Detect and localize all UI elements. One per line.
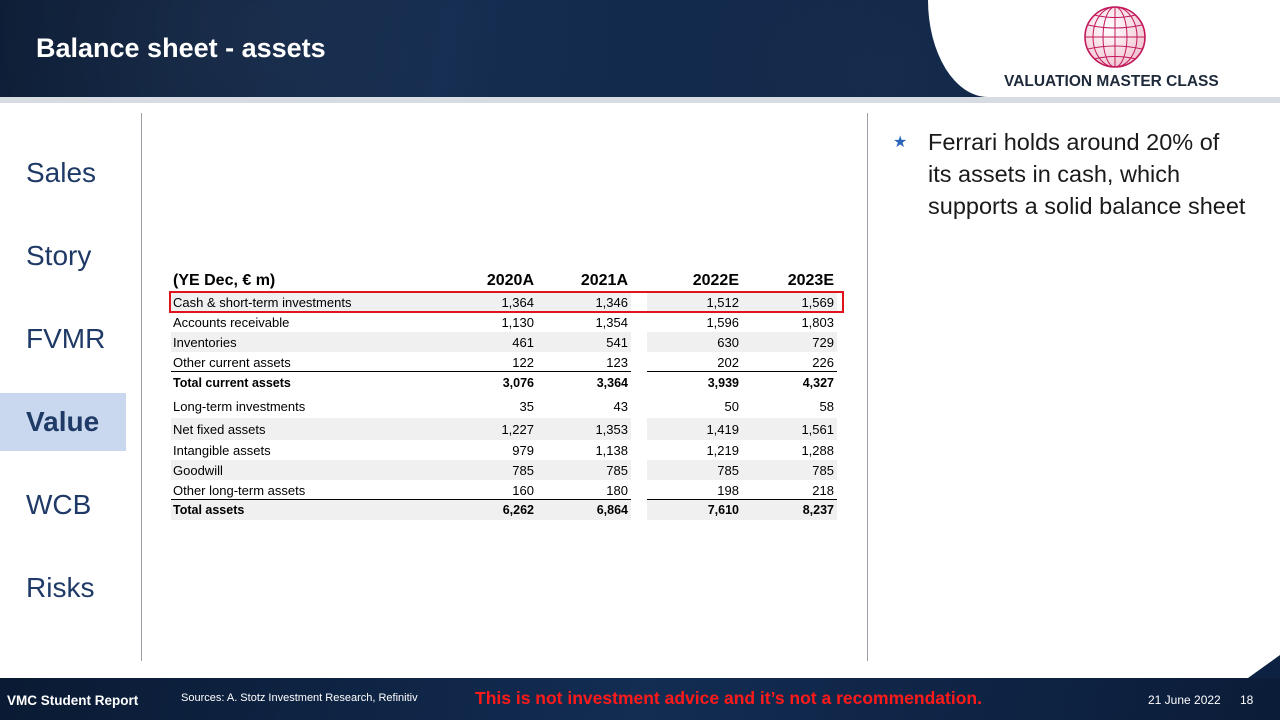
row-value: 785	[812, 462, 834, 478]
col-header: 2023E	[787, 272, 834, 289]
row-value: 979	[512, 442, 534, 458]
row-value: 6,262	[502, 503, 534, 517]
row-value: 1,596	[706, 314, 739, 330]
row-value: 1,227	[501, 421, 534, 437]
commentary-text: Ferrari holds around 20% of its assets i…	[928, 129, 1246, 219]
row-value: 3,364	[596, 376, 628, 390]
row-value: 1,346	[595, 294, 628, 310]
row-value: 43	[613, 398, 628, 414]
row-label: Total assets	[173, 503, 245, 517]
row-label: Cash & short-term investments	[173, 294, 352, 310]
row-value: 1,561	[801, 421, 834, 437]
row-value: 785	[606, 462, 628, 478]
row-value: 630	[717, 334, 739, 350]
table-row: Other long-term assets 160 180 198 218	[171, 480, 837, 500]
row-value: 122	[512, 354, 534, 370]
table-row-total: Total current assets 3,076 3,364 3,939 4…	[171, 372, 837, 394]
footer-corner	[1248, 655, 1280, 678]
row-value: 3,939	[707, 376, 739, 390]
nav-item-wcb[interactable]: WCB	[26, 489, 92, 520]
page-title: Balance sheet - assets	[36, 33, 326, 63]
header-divider	[0, 97, 1280, 103]
row-value: 198	[717, 482, 739, 498]
row-label: Goodwill	[173, 462, 223, 478]
sources-note: Sources: A. Stotz Investment Research, R…	[181, 692, 418, 704]
row-value: 1,512	[706, 294, 739, 310]
table-row: Long-term investments 35 43 50 58	[171, 394, 837, 418]
row-value: 7,610	[707, 503, 739, 517]
row-value: 461	[512, 334, 534, 350]
row-label: Other current assets	[173, 354, 291, 370]
row-value: 1,803	[801, 314, 834, 330]
row-value: 226	[812, 354, 834, 370]
row-value: 218	[812, 482, 834, 498]
logo-text: VALUATION MASTER CLASS	[1004, 73, 1219, 90]
table-row: Goodwill 785 785 785 785	[171, 460, 837, 480]
nav-item-sales[interactable]: Sales	[26, 157, 97, 188]
col-header: 2020A	[486, 272, 534, 289]
row-label: Total current assets	[173, 376, 291, 390]
row-label: Other long-term assets	[173, 482, 306, 498]
table-row: Cash & short-term investments 1,364 1,34…	[171, 292, 837, 312]
nav-item-story[interactable]: Story	[26, 240, 92, 271]
globe-logo-icon	[1084, 6, 1146, 68]
table-row: Net fixed assets 1,227 1,353 1,419 1,561	[171, 418, 837, 440]
row-value: 1,569	[801, 294, 834, 310]
row-value: 729	[812, 334, 834, 350]
row-label: Long-term investments	[173, 398, 306, 414]
row-value: 8,237	[802, 503, 834, 517]
table-header-row: (YE Dec, € m) 2020A 2021A 2022E 2023E	[171, 270, 837, 293]
row-value: 35	[519, 398, 534, 414]
table-row-total: Total assets 6,262 6,864 7,610 8,237	[171, 500, 837, 520]
row-value: 50	[724, 398, 739, 414]
table-header-label: (YE Dec, € m)	[173, 272, 276, 289]
row-value: 1,219	[706, 442, 739, 458]
row-value: 1,354	[595, 314, 628, 330]
row-value: 6,864	[596, 503, 628, 517]
row-value: 1,138	[595, 442, 628, 458]
row-value: 180	[606, 482, 628, 498]
nav-item-risks[interactable]: Risks	[26, 572, 95, 603]
row-value: 4,327	[802, 376, 834, 390]
row-value: 3,076	[502, 376, 534, 390]
right-divider	[867, 113, 868, 661]
row-value: 1,288	[801, 442, 834, 458]
section-nav: Sales Story FVMR Value WCB Risks	[0, 110, 141, 662]
disclaimer: This is not investment advice and it’s n…	[475, 688, 982, 708]
table-row: Inventories 461 541 630 729	[171, 332, 837, 352]
row-value: 541	[606, 334, 628, 350]
left-divider	[141, 113, 142, 661]
cash-row-highlight	[169, 291, 844, 313]
row-value: 1,130	[501, 314, 534, 330]
row-label: Inventories	[173, 334, 237, 350]
table-row: Accounts receivable 1,130 1,354 1,596 1,…	[171, 312, 837, 332]
table-row: Other current assets 122 123 202 226	[171, 352, 837, 372]
row-label: Intangible assets	[173, 442, 271, 458]
col-header: 2021A	[580, 272, 628, 289]
col-header: 2022E	[692, 272, 739, 289]
row-value: 785	[717, 462, 739, 478]
table-row: Intangible assets 979 1,138 1,219 1,288	[171, 440, 837, 460]
row-value: 58	[819, 398, 834, 414]
row-value: 1,419	[706, 421, 739, 437]
report-name: VMC Student Report	[7, 693, 139, 708]
report-date: 21 June 2022	[1148, 693, 1221, 707]
row-value: 123	[606, 354, 628, 370]
balance-sheet-table: (YE Dec, € m) 2020A 2021A 2022E 2023E Ca…	[171, 270, 837, 520]
row-value: 202	[717, 354, 739, 370]
nav-item-value[interactable]: Value	[0, 393, 126, 451]
nav-item-fvmr[interactable]: FVMR	[26, 323, 106, 354]
star-icon: ★	[893, 134, 908, 151]
row-value: 1,353	[595, 421, 628, 437]
footer-bar: VMC Student Report Sources: A. Stotz Inv…	[0, 678, 1280, 720]
row-value: 1,364	[501, 294, 534, 310]
row-value: 785	[512, 462, 534, 478]
row-label: Accounts receivable	[173, 314, 290, 330]
page-number: 18	[1240, 693, 1254, 707]
row-label: Net fixed assets	[173, 421, 266, 437]
row-value: 160	[512, 482, 534, 498]
